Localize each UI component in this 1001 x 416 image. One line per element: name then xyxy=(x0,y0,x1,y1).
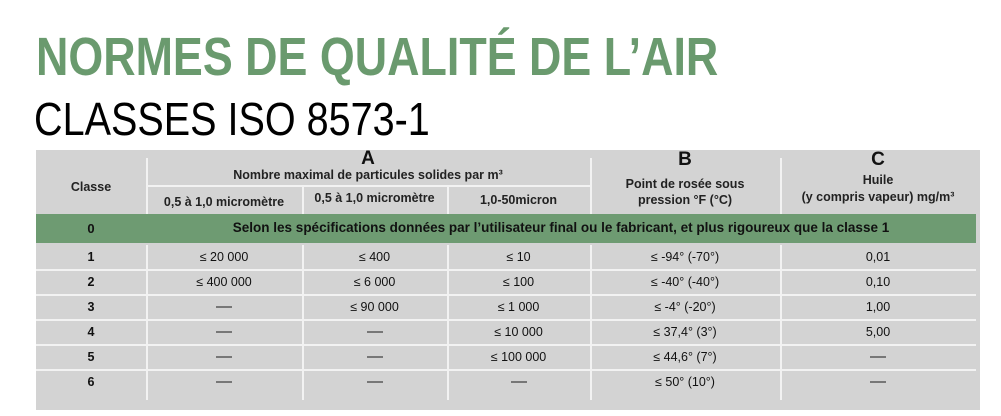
dash-icon xyxy=(870,381,886,383)
cell-c: 5,00 xyxy=(865,324,891,339)
divider xyxy=(302,245,304,400)
cell-c: 1,00 xyxy=(865,299,891,314)
cell-b: ≤ 37,4° (3°) xyxy=(653,324,717,339)
cell-a-3: ≤ 100 000 xyxy=(490,349,547,364)
divider xyxy=(590,158,592,214)
cell-a-2: ≤ 6 000 xyxy=(353,274,396,289)
divider xyxy=(36,369,976,371)
cell-classe: 1 xyxy=(87,249,95,264)
cell-classe: 3 xyxy=(87,299,95,314)
cell-a-2: ≤ 90 000 xyxy=(350,299,399,314)
class-0-classe: 0 xyxy=(87,220,95,236)
divider xyxy=(146,158,148,214)
divider xyxy=(146,185,590,187)
cell-c: 0,10 xyxy=(865,274,891,289)
header-a-letter: A xyxy=(361,147,375,169)
cell-a-2 xyxy=(302,320,447,344)
cell-a-1 xyxy=(146,370,302,394)
header-b-label-2: pression °F (°C) xyxy=(637,192,733,207)
cell-classe: 5 xyxy=(87,349,95,364)
dash-icon xyxy=(366,356,383,358)
cell-b: ≤ 44,6° (7°) xyxy=(653,349,717,364)
cell-a-1 xyxy=(146,345,302,369)
cell-b: ≤ -40° (-40°) xyxy=(650,274,720,289)
divider xyxy=(36,319,976,321)
dash-icon xyxy=(216,331,232,333)
divider xyxy=(447,245,449,400)
class-0-row xyxy=(36,214,976,243)
class-0-text: Selon les spécifications données par l’u… xyxy=(232,220,890,236)
divider xyxy=(146,245,148,400)
divider xyxy=(447,186,449,214)
dash-icon xyxy=(510,381,527,383)
cell-classe: 4 xyxy=(87,324,95,339)
cell-a-1 xyxy=(146,295,302,319)
dash-icon xyxy=(366,331,383,333)
cell-b: ≤ -4° (-20°) xyxy=(654,299,716,314)
cell-a-2 xyxy=(302,345,447,369)
header-a-sub-3: 1,0-50micron xyxy=(479,192,558,207)
header-classe: Classe xyxy=(70,179,112,194)
cell-a-1 xyxy=(146,320,302,344)
dash-icon xyxy=(870,356,886,358)
divider xyxy=(36,344,976,346)
cell-a-3: ≤ 10 000 xyxy=(494,324,543,339)
header-a-label: Nombre maximal de particules solides par… xyxy=(233,167,503,182)
iso-classes-table: Classe A Nombre maximal de particules so… xyxy=(36,147,980,410)
cell-a-3: ≤ 100 xyxy=(502,274,535,289)
header-a-sub-1: 0,5 à 1,0 micromètre xyxy=(163,194,285,209)
divider xyxy=(36,294,976,296)
cell-a-2 xyxy=(302,370,447,394)
page-subtitle: CLASSES ISO 8573-1 xyxy=(34,93,430,145)
header-b-label-1: Point de rosée sous xyxy=(625,176,745,191)
header-b-letter: B xyxy=(678,148,692,170)
cell-a-3: ≤ 10 xyxy=(506,249,531,264)
cell-c: 0,01 xyxy=(865,249,891,264)
dash-icon xyxy=(216,356,232,358)
divider xyxy=(780,158,782,214)
cell-a-1: ≤ 20 000 xyxy=(199,249,249,264)
divider xyxy=(302,186,304,214)
dash-icon xyxy=(366,381,383,383)
cell-c xyxy=(780,370,976,394)
dash-icon xyxy=(216,381,232,383)
divider xyxy=(36,269,976,271)
cell-a-3: ≤ 1 000 xyxy=(497,299,540,314)
cell-b: ≤ -94° (-70°) xyxy=(650,249,720,264)
cell-a-2: ≤ 400 xyxy=(358,249,391,264)
divider xyxy=(590,245,592,400)
cell-classe: 6 xyxy=(87,374,95,389)
page-title: NORMES DE QUALITÉ DE L’AIR xyxy=(36,27,719,87)
cell-b: ≤ 50° (10°) xyxy=(655,374,715,389)
cell-a-3 xyxy=(447,370,590,394)
divider xyxy=(780,245,782,400)
cell-classe: 2 xyxy=(87,274,95,289)
header-c-label-2: (y compris vapeur) mg/m³ xyxy=(801,189,955,204)
header-c-label-1: Huile xyxy=(862,172,894,187)
header-c-letter: C xyxy=(871,148,885,170)
dash-icon xyxy=(216,306,232,308)
cell-c xyxy=(780,345,976,369)
cell-a-1: ≤ 400 000 xyxy=(196,274,252,289)
header-a-sub-2: 0,5 à 1,0 micromètre xyxy=(314,190,435,205)
